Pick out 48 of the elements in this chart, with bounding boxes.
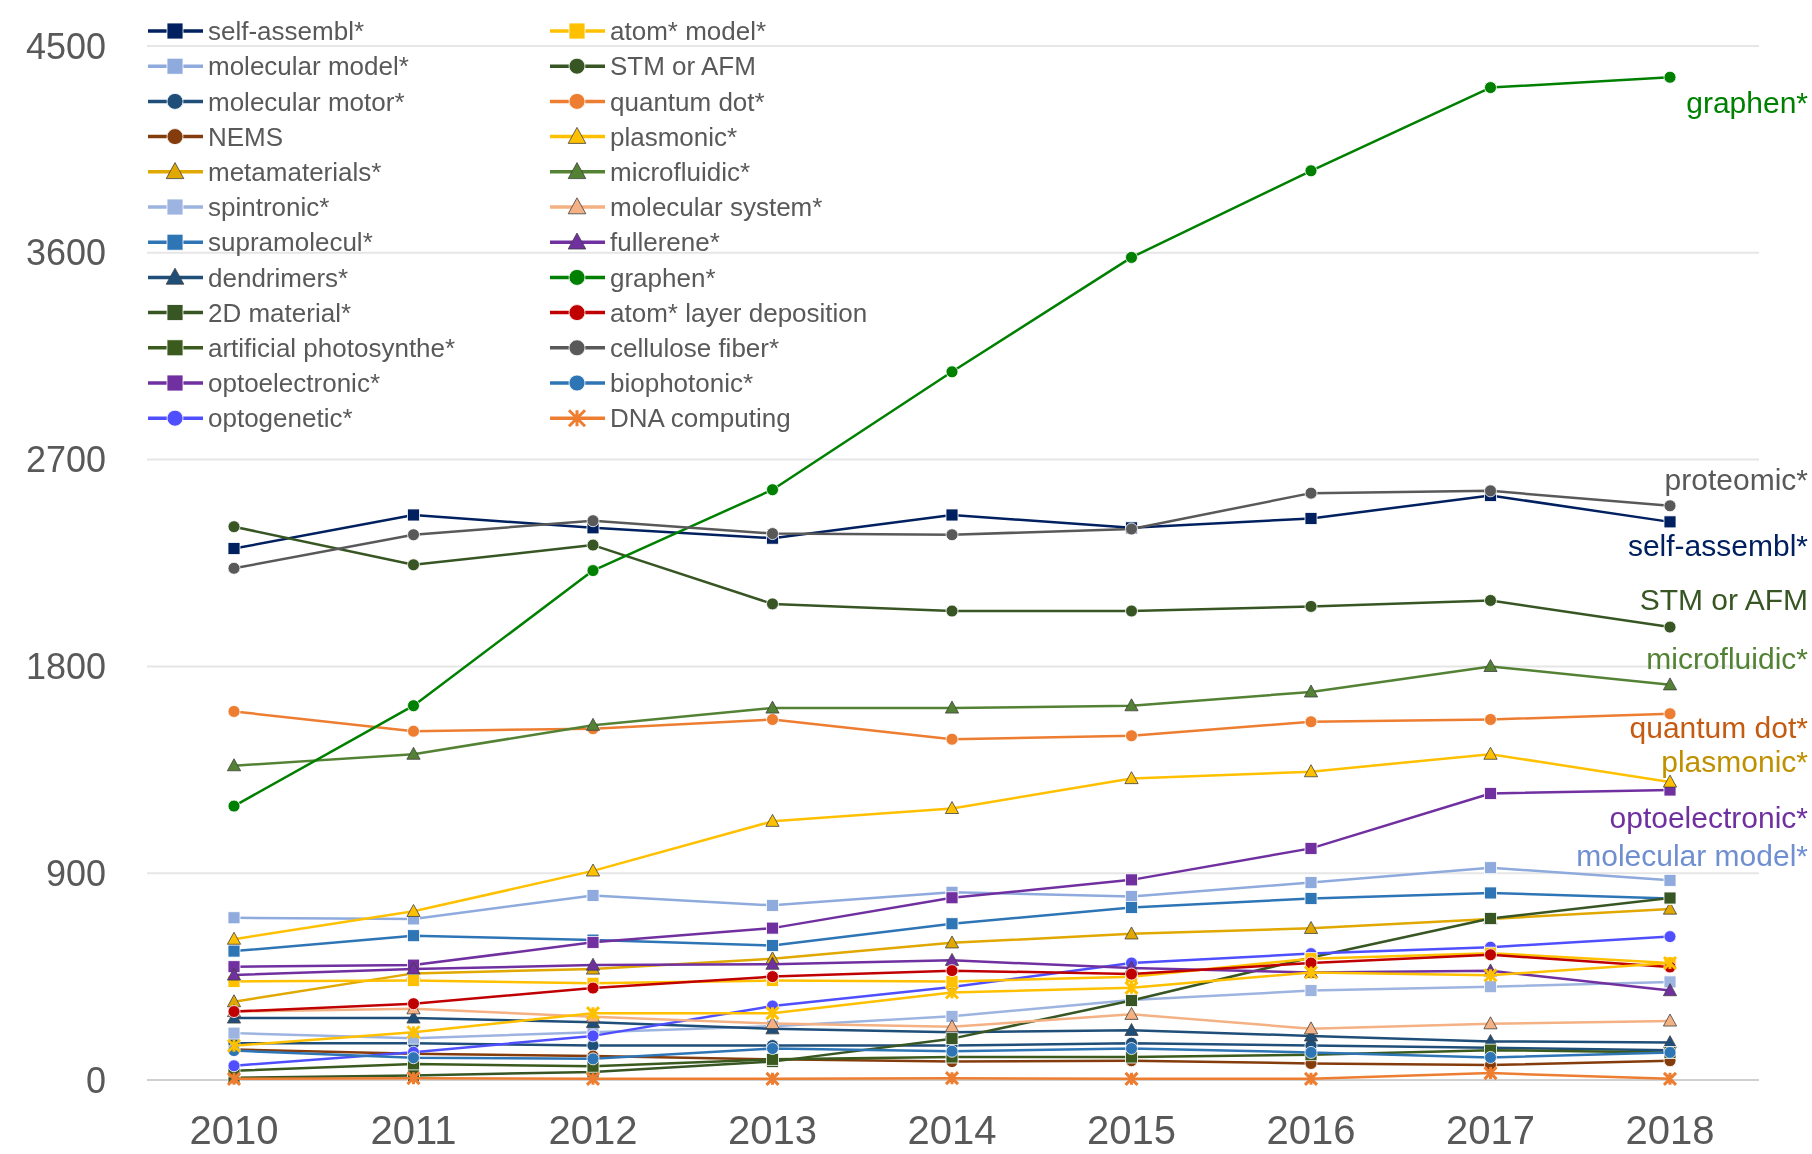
x-tick-label: 2010 xyxy=(189,1108,279,1152)
x-tick-label: 2018 xyxy=(1625,1108,1715,1152)
y-tick-label: 4500 xyxy=(25,25,106,67)
legend-label: molecular motor* xyxy=(208,86,405,117)
annotation: microfluidic* xyxy=(1646,641,1809,675)
y-tick-label: 900 xyxy=(45,852,106,894)
legend-label: dendrimers* xyxy=(208,262,349,293)
annotation: proteomic* xyxy=(1664,462,1809,496)
legend-label: atom* model* xyxy=(610,16,767,47)
y-tick-label: 2700 xyxy=(25,439,106,481)
legend-label: supramolecul* xyxy=(208,227,373,258)
legend-label: fullerene* xyxy=(610,227,720,258)
x-tick-label: 2017 xyxy=(1446,1108,1535,1152)
legend-label: molecular model* xyxy=(208,51,409,82)
y-tick-label: 3600 xyxy=(25,232,106,274)
legend-label: metamaterials* xyxy=(208,156,382,187)
annotation: quantum dot* xyxy=(1629,710,1809,744)
legend-label: graphen* xyxy=(610,262,716,293)
legend-label: optoelectronic* xyxy=(208,368,380,399)
annotation: molecular model* xyxy=(1576,838,1809,872)
legend-label: artificial photosynthe* xyxy=(208,332,456,363)
legend-label: self-assembl* xyxy=(208,16,365,47)
y-tick-label: 1800 xyxy=(25,646,106,687)
x-tick-label: 2011 xyxy=(370,1108,457,1152)
legend-label: molecular system* xyxy=(610,192,823,223)
legend-label: quantum dot* xyxy=(610,86,765,117)
annotation: optoelectronic* xyxy=(1609,800,1809,834)
annotation: plasmonic* xyxy=(1661,744,1809,778)
legend-label: plasmonic* xyxy=(610,121,738,152)
legend-label: NEMS xyxy=(208,121,284,152)
x-tick-label: 2016 xyxy=(1266,1108,1356,1152)
legend-label: biophotonic* xyxy=(610,368,754,399)
legend-label: cellulose fiber* xyxy=(610,332,780,363)
legend-label: microfluidic* xyxy=(610,156,751,187)
legend-label: optogenetic* xyxy=(208,403,353,434)
x-tick-label: 2013 xyxy=(728,1108,817,1152)
x-tick-label: 2015 xyxy=(1087,1108,1176,1152)
x-tick-label: 2014 xyxy=(907,1108,997,1152)
annotation: graphen* xyxy=(1686,85,1809,119)
legend-label: 2D material* xyxy=(208,297,352,328)
y-tick-label: 0 xyxy=(85,1059,106,1101)
legend-label: STM or AFM xyxy=(610,51,756,82)
annotation: self-assembl* xyxy=(1627,528,1809,562)
legend-label: DNA computing xyxy=(610,403,791,434)
legend-label: spintronic* xyxy=(208,192,330,223)
annotation: STM or AFM xyxy=(1639,582,1808,616)
legend-label: atom* layer deposition xyxy=(610,297,868,328)
x-tick-label: 2012 xyxy=(548,1108,638,1152)
